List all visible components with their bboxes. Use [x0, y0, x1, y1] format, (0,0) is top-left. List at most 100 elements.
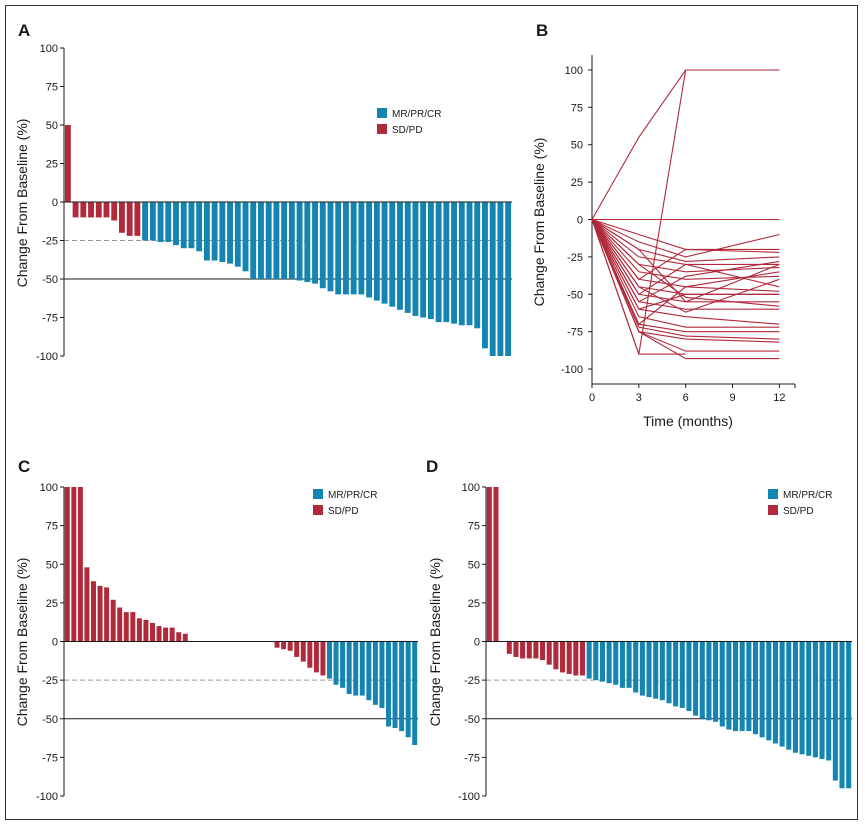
series-line [591, 219, 780, 265]
bar [273, 202, 280, 279]
bar [553, 641, 559, 670]
bar [779, 641, 785, 747]
bar [373, 202, 380, 301]
bar [335, 202, 342, 295]
bar [304, 202, 311, 283]
bar [399, 641, 405, 732]
y-tick-label: -25 [464, 675, 480, 687]
y-tick-label: -100 [36, 351, 58, 363]
series-line [591, 219, 780, 360]
bar [379, 641, 385, 708]
bar [427, 202, 434, 320]
series-line [591, 219, 780, 340]
bar [80, 202, 87, 218]
series-line [591, 219, 780, 303]
bar [586, 641, 592, 679]
bar [176, 632, 182, 642]
bar [626, 641, 632, 688]
bar [103, 202, 110, 218]
series-line [591, 219, 780, 328]
bar [111, 202, 118, 221]
bar [149, 202, 156, 241]
bar [343, 202, 349, 295]
y-tick-label: -100 [458, 791, 480, 803]
legend-swatch-stable [313, 505, 323, 515]
bar [506, 641, 512, 654]
bar [281, 641, 287, 650]
y-tick-label: -100 [36, 791, 58, 803]
bar [719, 641, 725, 727]
bar [726, 641, 732, 730]
bar [435, 202, 442, 323]
bar [372, 641, 378, 705]
bar [505, 202, 512, 356]
bar [443, 202, 450, 323]
panel-a-letter: A [18, 21, 30, 40]
y-tick-label: -25 [42, 236, 58, 248]
y-tick-label: 100 [40, 43, 58, 55]
bar [71, 487, 77, 642]
y-tick-label: 50 [571, 140, 583, 152]
bar [157, 202, 164, 243]
x-tick-label: 12 [773, 392, 785, 404]
bar [169, 627, 175, 642]
bar [104, 587, 110, 642]
bar [77, 487, 83, 642]
bar [350, 202, 357, 295]
bar [412, 202, 419, 316]
panel-b-xlabel: Time (months) [643, 413, 733, 429]
bar [381, 202, 388, 304]
bar [493, 487, 499, 642]
bar [451, 202, 457, 324]
panel-d-legend: MR/PR/CR SD/PD [768, 489, 832, 517]
bar [211, 202, 218, 261]
y-tick-label: 75 [571, 102, 583, 114]
y-tick-label: -50 [567, 289, 583, 301]
panel-c-legend: MR/PR/CR SD/PD [313, 489, 377, 517]
bar [474, 202, 481, 329]
y-tick-label: 25 [46, 598, 58, 610]
y-tick-label: -50 [464, 714, 480, 726]
panel-d-ylabel: Change From Baseline (%) [427, 558, 443, 727]
bar [404, 202, 411, 313]
bar [772, 641, 778, 744]
bar [117, 607, 123, 642]
series-line [591, 219, 780, 303]
y-tick-label: -25 [567, 252, 583, 264]
bar [327, 202, 334, 292]
legend-label-stable: SD/PD [392, 125, 423, 136]
bar [366, 202, 373, 298]
bar [639, 641, 645, 696]
bar [250, 202, 257, 279]
bar [699, 641, 705, 719]
bar [619, 641, 625, 688]
bar [533, 641, 539, 659]
bar [180, 202, 187, 249]
bar [182, 633, 188, 642]
bar [405, 641, 411, 738]
panel-d-letter: D [426, 457, 438, 476]
bar [489, 202, 496, 356]
bar [136, 618, 142, 642]
y-tick-label: 50 [46, 559, 58, 571]
bar [242, 202, 249, 272]
bar [64, 125, 71, 202]
bar [599, 641, 605, 682]
bar [579, 641, 586, 676]
legend-swatch-response [377, 108, 387, 118]
bar [520, 641, 526, 659]
bar [142, 202, 149, 241]
bar [84, 567, 90, 642]
y-tick-label: 75 [46, 82, 58, 94]
panel-c-ylabel: Change From Baseline (%) [14, 558, 30, 727]
bar [486, 487, 492, 642]
bar [458, 202, 465, 326]
bar [203, 202, 210, 261]
bar [386, 641, 391, 727]
y-tick-label: -25 [42, 675, 58, 687]
bar [327, 641, 332, 679]
bar [294, 641, 300, 657]
bar [281, 202, 288, 279]
series-line [591, 219, 780, 326]
bar [397, 202, 403, 310]
